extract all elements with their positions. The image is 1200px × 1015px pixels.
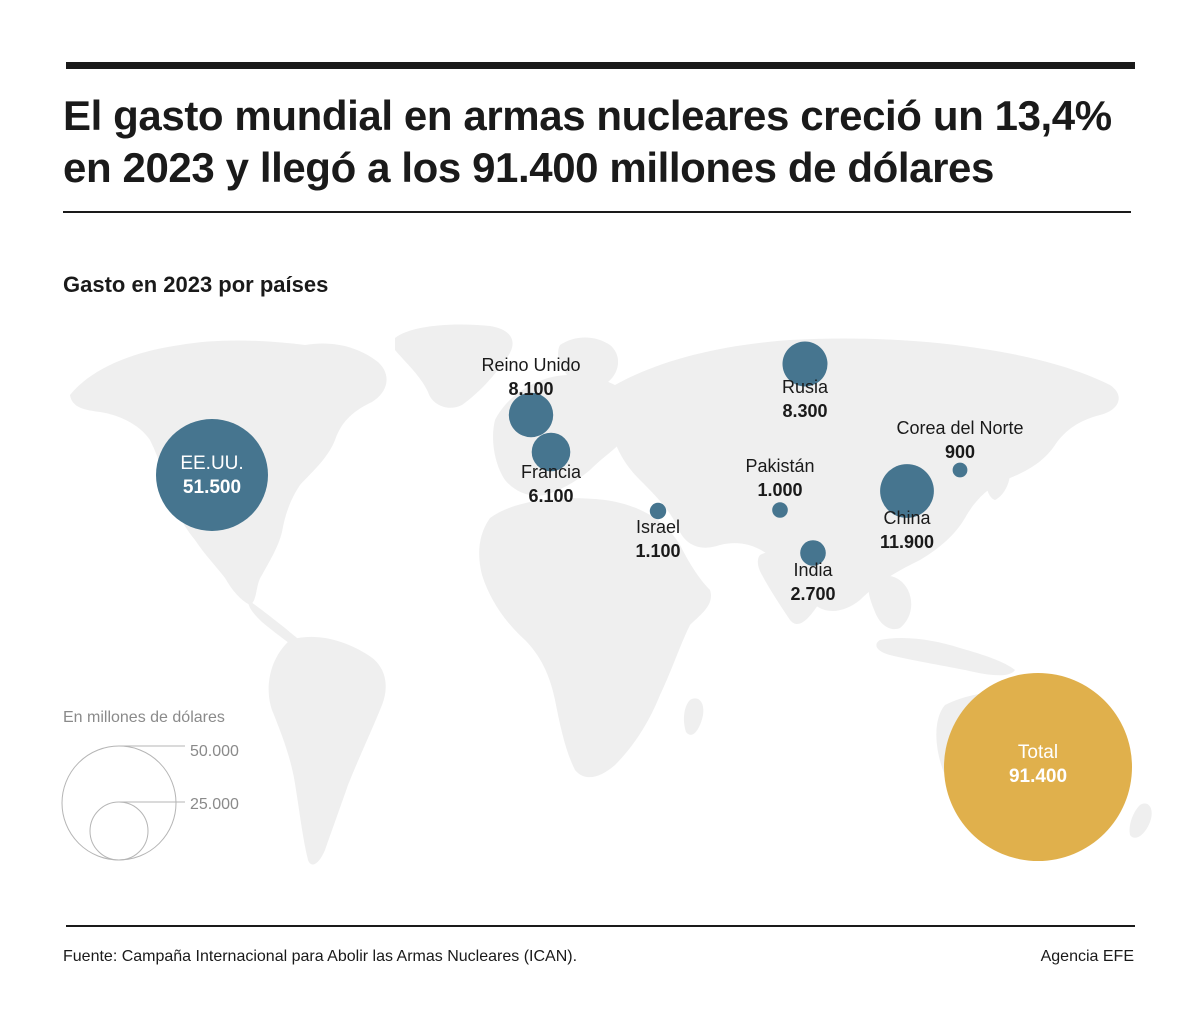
bubble-rusia (782, 341, 828, 387)
new-zealand-shape (1129, 803, 1152, 838)
title-line-2: en 2023 y llegó a los 91.400 millones de… (63, 144, 994, 191)
label-eeuu-value: 51.500 (182, 477, 242, 498)
legend-circle-small (89, 801, 149, 861)
label-india: India 2.700 (790, 558, 835, 606)
label-pakistan: Pakistán 1.000 (745, 454, 814, 502)
top-rule (66, 62, 1135, 69)
label-total: Total 91.400 (1009, 741, 1067, 789)
label-francia-value: 6.100 (528, 486, 574, 506)
title-line-1: El gasto mundial en armas nucleares crec… (63, 92, 1112, 139)
label-total-value: 91.400 (1008, 766, 1068, 787)
bubble-total (944, 673, 1132, 861)
label-reino-unido: Reino Unido 8.100 (481, 353, 580, 401)
south-america-shape (268, 636, 386, 865)
label-pakistan-name: Pakistán (745, 456, 815, 476)
agency-credit: Agencia EFE (1040, 948, 1134, 965)
footer-rule (66, 925, 1135, 927)
bubble-reino-unido (508, 392, 554, 438)
page-title: El gasto mundial en armas nucleares crec… (63, 90, 1153, 194)
legend-small-label: 25.000 (190, 796, 239, 813)
label-francia: Francia 6.100 (521, 460, 581, 508)
label-corea-del-norte-name: Corea del Norte (896, 418, 1024, 438)
label-reino-unido-name: Reino Unido (481, 355, 581, 375)
label-eeuu: EE.UU. 51.500 (180, 452, 243, 500)
greenland-shape (395, 324, 513, 408)
bubble-francia (531, 432, 571, 472)
africa-shape (479, 498, 711, 778)
label-corea-del-norte-value: 900 (944, 442, 976, 462)
label-india-value: 2.700 (790, 584, 836, 604)
title-rule (63, 211, 1131, 213)
label-eeuu-name: EE.UU. (180, 453, 244, 474)
bubble-china (880, 464, 934, 518)
label-israel-name: Israel (635, 517, 681, 537)
bubble-india (800, 540, 826, 566)
label-india-name: India (793, 560, 833, 580)
indonesia-shape (876, 637, 1015, 676)
label-china: China 11.900 (880, 506, 934, 554)
legend-title: En millones de dólares (63, 709, 225, 726)
southeast-asia-shape (868, 575, 912, 630)
map-subtitle: Gasto en 2023 por países (63, 272, 329, 297)
japan-shape (985, 453, 1011, 500)
label-rusia: Rusia 8.300 (782, 375, 828, 423)
bubble-corea-del-norte (952, 462, 968, 478)
madagascar-shape (683, 698, 704, 735)
bubble-eeuu (156, 419, 268, 531)
bubble-pakistan (772, 502, 788, 518)
label-rusia-value: 8.300 (782, 401, 828, 421)
label-francia-name: Francia (520, 462, 582, 482)
central-america-shape (248, 600, 305, 650)
label-china-value: 11.900 (879, 532, 935, 552)
country-bubbles (156, 341, 1132, 861)
label-rusia-name: Rusia (781, 377, 829, 397)
land-masses (70, 324, 1152, 865)
label-israel-value: 1.100 (635, 541, 681, 561)
legend-graphic (61, 745, 185, 861)
label-reino-unido-value: 8.100 (508, 379, 554, 399)
label-israel: Israel 1.100 (635, 515, 680, 563)
bubble-israel (649, 502, 667, 520)
label-pakistan-value: 1.000 (757, 480, 803, 500)
india-shape (757, 548, 828, 625)
label-corea-del-norte: Corea del Norte 900 (896, 416, 1023, 464)
asia-shape (609, 338, 1119, 612)
scandinavia-shape (558, 337, 619, 387)
legend-large-label: 50.000 (190, 743, 239, 760)
label-total-name: Total (1017, 742, 1059, 763)
source-note: Fuente: Campaña Internacional para Aboli… (63, 948, 578, 965)
label-china-name: China (883, 508, 931, 528)
legend-circle-large (61, 745, 177, 861)
